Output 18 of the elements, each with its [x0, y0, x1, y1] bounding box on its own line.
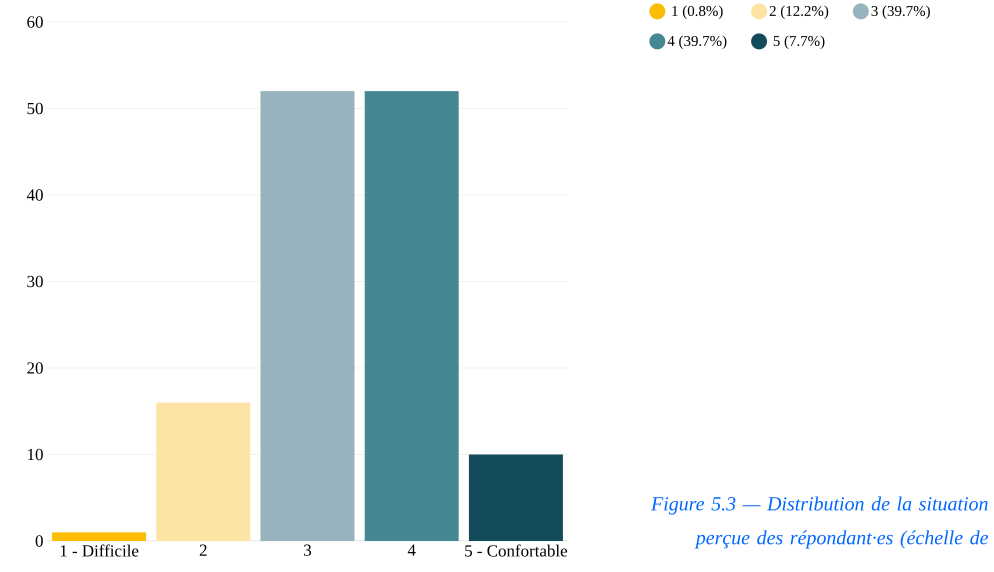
y-tick-label: 0	[36, 535, 43, 547]
legend-label: 2 (12.2%)	[770, 6, 828, 20]
x-tick-label: 4	[408, 544, 416, 556]
legend-label: 4 (39.7%)	[668, 36, 726, 50]
x-tick-label: 3	[304, 544, 312, 556]
x-tick-label: 5 - Confortable	[465, 544, 568, 557]
x-tick-label: 2	[200, 544, 207, 556]
legend-label: 5 (7.7%)	[774, 36, 824, 50]
x-tick-label: 1 - Difficile	[60, 544, 138, 557]
y-tick-label: 20	[27, 362, 43, 374]
y-tick-label: 10	[28, 448, 43, 460]
y-tick-label: 40	[26, 189, 43, 201]
legend-label: 3 (39.7%)	[872, 6, 930, 20]
caption: Figure 5.3 — Distribution de la situation perçue des répondant·es (échelle de	[650, 496, 988, 548]
y-tick-label: 30	[27, 276, 43, 288]
y-tick-label: 50	[28, 102, 43, 114]
legend-label: 1 (0.8%)	[672, 6, 723, 20]
y-tick-label: 60	[27, 16, 43, 28]
